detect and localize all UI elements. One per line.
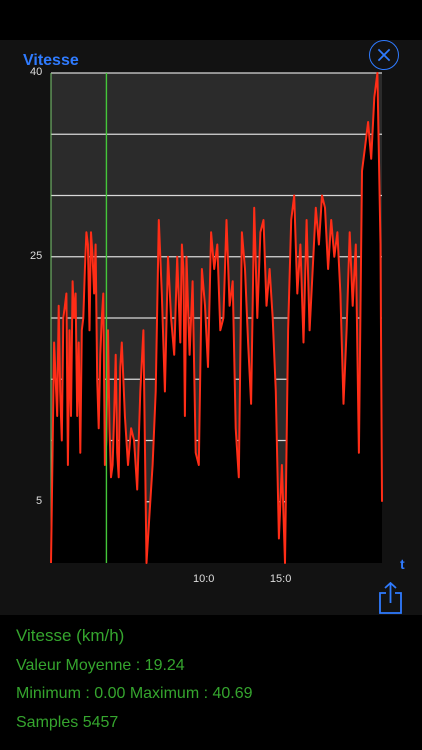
stats-panel: [0, 615, 422, 750]
y-tick-label: 5: [36, 494, 43, 507]
y-tick-label: 40: [30, 66, 43, 78]
share-icon: [379, 581, 402, 614]
share-button[interactable]: [377, 581, 404, 614]
x-axis-label: t: [400, 556, 405, 572]
close-button[interactable]: [369, 40, 399, 70]
x-tick-label: 10:0: [192, 573, 215, 585]
chart-title: Vitesse: [23, 52, 79, 69]
y-tick-label: 25: [30, 249, 43, 262]
status-strip: [0, 0, 422, 40]
stats-title: Vitesse (km/h): [16, 626, 125, 645]
samples-count: Samples 5457: [16, 714, 119, 731]
close-icon: [377, 48, 391, 62]
x-tick-label: 15:0: [269, 573, 292, 585]
min-max-values: Minimum : 0.00 Maximum : 40.69: [16, 685, 253, 702]
average-value: Valeur Moyenne : 19.24: [16, 657, 185, 674]
chart-panel: [0, 40, 422, 615]
